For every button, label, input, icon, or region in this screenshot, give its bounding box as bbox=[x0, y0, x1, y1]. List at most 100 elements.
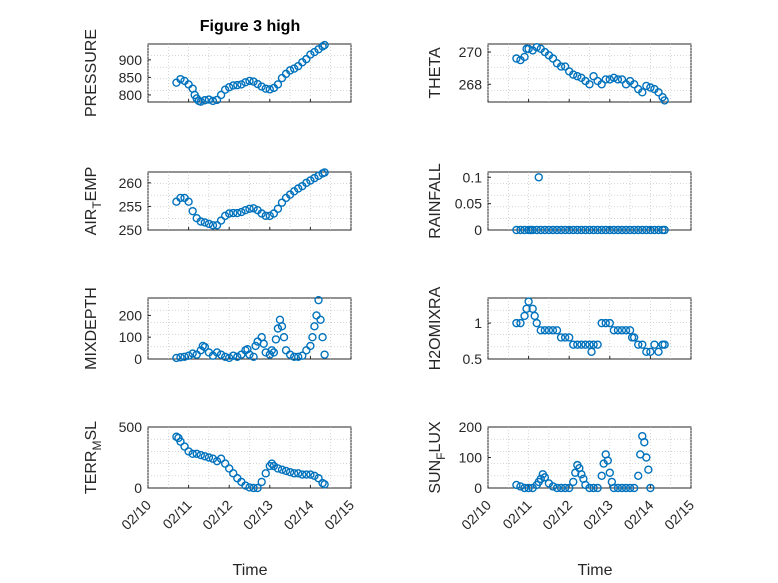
data-point bbox=[512, 318, 521, 328]
data-point bbox=[544, 225, 554, 235]
data-point bbox=[216, 90, 226, 100]
data-point bbox=[316, 315, 325, 324]
x-tick-label: 02/13 bbox=[240, 497, 276, 533]
data-point bbox=[638, 225, 647, 235]
y-axis-label-theta: THETA bbox=[427, 47, 444, 99]
data-point bbox=[654, 88, 663, 97]
subplot-terr_msl: 02/10 02/11 02/12 02/13 02/14 02/15 0 500 TERRMS… bbox=[83, 419, 357, 533]
data-point bbox=[233, 80, 242, 90]
data-point bbox=[259, 339, 268, 348]
data-point bbox=[249, 352, 258, 362]
plot-area bbox=[487, 43, 692, 103]
data-point bbox=[273, 464, 283, 473]
data-point bbox=[180, 352, 189, 362]
data-point bbox=[573, 340, 582, 349]
data-point bbox=[532, 43, 541, 52]
data-point bbox=[212, 348, 222, 357]
data-point bbox=[241, 481, 250, 490]
y-tick-label: 850 bbox=[119, 69, 143, 85]
data-point bbox=[251, 341, 260, 351]
data-point bbox=[512, 54, 521, 63]
data-point bbox=[306, 341, 315, 351]
data-point bbox=[532, 225, 541, 235]
y-tick-label: 0.05 bbox=[455, 196, 482, 212]
data-point bbox=[565, 333, 574, 342]
y-tick-label: 200 bbox=[119, 307, 143, 323]
data-point bbox=[212, 95, 222, 105]
data-point bbox=[216, 454, 226, 463]
data-point bbox=[241, 78, 250, 87]
data-point bbox=[176, 193, 185, 203]
data-point bbox=[229, 208, 238, 218]
data-point bbox=[314, 295, 323, 305]
data-point bbox=[245, 350, 254, 359]
data-point bbox=[204, 219, 214, 229]
data-point bbox=[245, 204, 254, 213]
data-point bbox=[660, 225, 669, 235]
data-point bbox=[638, 88, 647, 97]
data-point bbox=[532, 318, 541, 328]
data-point bbox=[634, 225, 643, 235]
data-point bbox=[172, 353, 181, 363]
data-point bbox=[306, 176, 315, 185]
data-point bbox=[589, 483, 598, 493]
data-point bbox=[176, 353, 185, 362]
data-point bbox=[605, 225, 614, 235]
y-axis-label-terr_msl: TERRMSL bbox=[83, 421, 104, 494]
data-point bbox=[654, 225, 663, 235]
x-axis-label-right: Time bbox=[578, 562, 613, 579]
data-point bbox=[229, 81, 238, 90]
data-point bbox=[224, 83, 234, 92]
data-point bbox=[621, 483, 631, 493]
x-tick-label: 02/14 bbox=[280, 497, 316, 533]
data-point bbox=[585, 80, 594, 89]
data-point bbox=[192, 449, 201, 459]
data-point bbox=[216, 216, 226, 225]
data-point bbox=[261, 211, 270, 221]
data-point bbox=[277, 465, 287, 474]
data-point bbox=[577, 340, 586, 349]
data-point bbox=[569, 477, 578, 487]
data-point bbox=[589, 72, 598, 81]
data-point bbox=[318, 42, 327, 51]
data-point bbox=[573, 72, 582, 81]
data-point bbox=[638, 340, 647, 349]
subplot-h2omixra: 0.5 1 H2OMIXRA bbox=[427, 286, 692, 370]
data-point bbox=[320, 350, 329, 359]
data-point bbox=[548, 54, 558, 63]
data-point bbox=[233, 352, 242, 362]
y-tick-label: 0.5 bbox=[463, 351, 483, 367]
data-point bbox=[224, 464, 234, 473]
data-point bbox=[609, 483, 619, 493]
data-point bbox=[569, 225, 578, 235]
data-point bbox=[536, 225, 545, 235]
plot-area bbox=[487, 171, 692, 231]
data-point bbox=[257, 477, 266, 487]
data-point bbox=[267, 346, 277, 355]
data-point bbox=[273, 324, 283, 333]
data-point bbox=[302, 178, 311, 188]
data-point bbox=[257, 82, 266, 91]
data-point bbox=[200, 452, 210, 461]
y-axis-label-air_temp: AIRTEMP bbox=[83, 167, 104, 236]
y-tick-label: 900 bbox=[119, 52, 143, 68]
data-point bbox=[544, 326, 554, 335]
data-point bbox=[220, 352, 230, 362]
data-point bbox=[204, 95, 214, 104]
data-point bbox=[646, 83, 655, 92]
data-point bbox=[560, 62, 570, 71]
data-point bbox=[597, 80, 606, 89]
data-point bbox=[593, 225, 602, 235]
y-tick-label: 255 bbox=[119, 198, 143, 214]
data-point bbox=[224, 209, 234, 218]
data-point bbox=[184, 351, 193, 360]
data-point bbox=[277, 322, 287, 331]
data-point bbox=[310, 322, 319, 331]
data-point bbox=[285, 467, 295, 477]
data-point bbox=[241, 205, 250, 215]
x-tick-label: 02/12 bbox=[539, 497, 575, 533]
data-point bbox=[265, 211, 274, 221]
